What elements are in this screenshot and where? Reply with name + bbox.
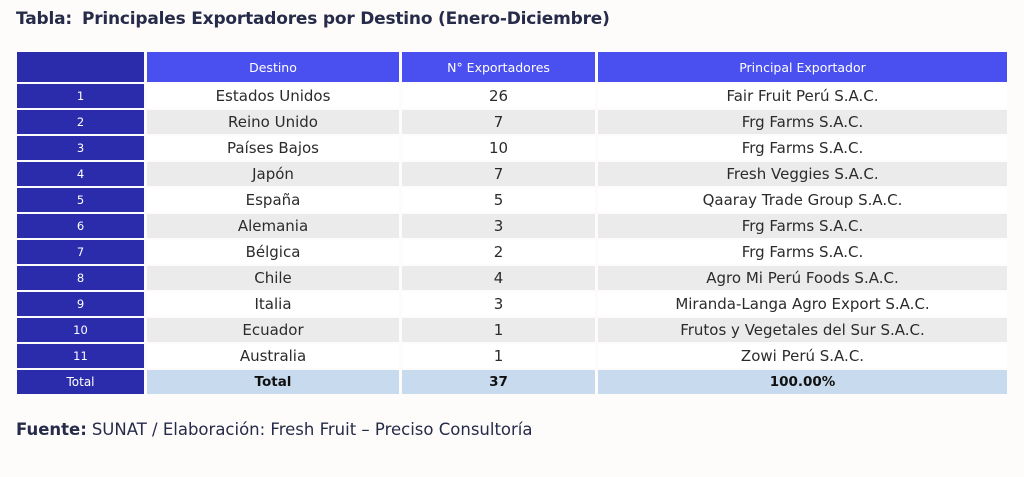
table-row: 10 Ecuador 1 Frutos y Vegetales del Sur … [17, 318, 1007, 342]
table-row: 4 Japón 7 Fresh Veggies S.A.C. [17, 162, 1007, 186]
header-row: Destino N° Exportadores Principal Export… [17, 52, 1007, 82]
table-row: 1 Estados Unidos 26 Fair Fruit Perú S.A.… [17, 84, 1007, 108]
corner-cell [17, 52, 144, 82]
principal-cell: Frg Farms S.A.C. [598, 136, 1007, 160]
col-header-principal: Principal Exportador [598, 52, 1007, 82]
destino-cell: Australia [147, 344, 399, 368]
table-footer: Total Total 37 100.00% [17, 370, 1007, 394]
rank-cell: 3 [17, 136, 144, 160]
table-header: Destino N° Exportadores Principal Export… [17, 52, 1007, 82]
rank-cell: 1 [17, 84, 144, 108]
exportadores-cell: 2 [402, 240, 595, 264]
exportadores-cell: 5 [402, 188, 595, 212]
principal-cell: Frg Farms S.A.C. [598, 240, 1007, 264]
rank-cell: 11 [17, 344, 144, 368]
total-principal-cell: 100.00% [598, 370, 1007, 394]
source-text: SUNAT / Elaboración: Fresh Fruit – Preci… [91, 420, 533, 439]
exportadores-cell: 7 [402, 162, 595, 186]
principal-cell: Qaaray Trade Group S.A.C. [598, 188, 1007, 212]
exportadores-cell: 3 [402, 214, 595, 238]
table-row: 6 Alemania 3 Frg Farms S.A.C. [17, 214, 1007, 238]
table-row: 2 Reino Unido 7 Frg Farms S.A.C. [17, 110, 1007, 134]
exportadores-cell: 4 [402, 266, 595, 290]
destino-cell: Ecuador [147, 318, 399, 342]
rank-cell: 4 [17, 162, 144, 186]
col-header-exportadores: N° Exportadores [402, 52, 595, 82]
destino-cell: Alemania [147, 214, 399, 238]
principal-cell: Zowi Perú S.A.C. [598, 344, 1007, 368]
source-line: Fuente: SUNAT / Elaboración: Fresh Fruit … [16, 420, 1024, 439]
principal-cell: Frutos y Vegetales del Sur S.A.C. [598, 318, 1007, 342]
table-row: 8 Chile 4 Agro Mi Perú Foods S.A.C. [17, 266, 1007, 290]
table-row: 11 Australia 1 Zowi Perú S.A.C. [17, 344, 1007, 368]
destino-cell: Reino Unido [147, 110, 399, 134]
rank-cell: 7 [17, 240, 144, 264]
destino-cell: Italia [147, 292, 399, 316]
principal-cell: Fair Fruit Perú S.A.C. [598, 84, 1007, 108]
rank-cell: 6 [17, 214, 144, 238]
exportadores-cell: 1 [402, 318, 595, 342]
table-row: 3 Países Bajos 10 Frg Farms S.A.C. [17, 136, 1007, 160]
exportadores-cell: 3 [402, 292, 595, 316]
col-header-destino: Destino [147, 52, 399, 82]
table-row: 7 Bélgica 2 Frg Farms S.A.C. [17, 240, 1007, 264]
principal-cell: Miranda-Langa Agro Export S.A.C. [598, 292, 1007, 316]
exportadores-cell: 7 [402, 110, 595, 134]
rank-cell: 9 [17, 292, 144, 316]
total-exportadores-cell: 37 [402, 370, 595, 394]
total-row: Total Total 37 100.00% [17, 370, 1007, 394]
destino-cell: Países Bajos [147, 136, 399, 160]
source-prefix: Fuente: [16, 420, 87, 439]
exportadores-cell: 1 [402, 344, 595, 368]
page-title: Tabla: Principales Exportadores por Desti… [0, 0, 1024, 29]
rank-cell: 5 [17, 188, 144, 212]
destino-cell: Bélgica [147, 240, 399, 264]
title-prefix: Tabla: [16, 9, 72, 29]
destino-cell: Estados Unidos [147, 84, 399, 108]
table-row: 9 Italia 3 Miranda-Langa Agro Export S.A… [17, 292, 1007, 316]
principal-cell: Agro Mi Perú Foods S.A.C. [598, 266, 1007, 290]
rank-cell: 10 [17, 318, 144, 342]
principal-cell: Fresh Veggies S.A.C. [598, 162, 1007, 186]
exporters-table: Destino N° Exportadores Principal Export… [14, 50, 1010, 396]
destino-cell: Chile [147, 266, 399, 290]
title-text: Principales Exportadores por Destino (En… [81, 9, 610, 29]
rank-cell: 2 [17, 110, 144, 134]
exportadores-cell: 26 [402, 84, 595, 108]
exportadores-cell: 10 [402, 136, 595, 160]
total-destino-cell: Total [147, 370, 399, 394]
rank-cell: 8 [17, 266, 144, 290]
table-body: 1 Estados Unidos 26 Fair Fruit Perú S.A.… [17, 84, 1007, 368]
principal-cell: Frg Farms S.A.C. [598, 214, 1007, 238]
destino-cell: Japón [147, 162, 399, 186]
table-row: 5 España 5 Qaaray Trade Group S.A.C. [17, 188, 1007, 212]
principal-cell: Frg Farms S.A.C. [598, 110, 1007, 134]
total-rank-cell: Total [17, 370, 144, 394]
destino-cell: España [147, 188, 399, 212]
